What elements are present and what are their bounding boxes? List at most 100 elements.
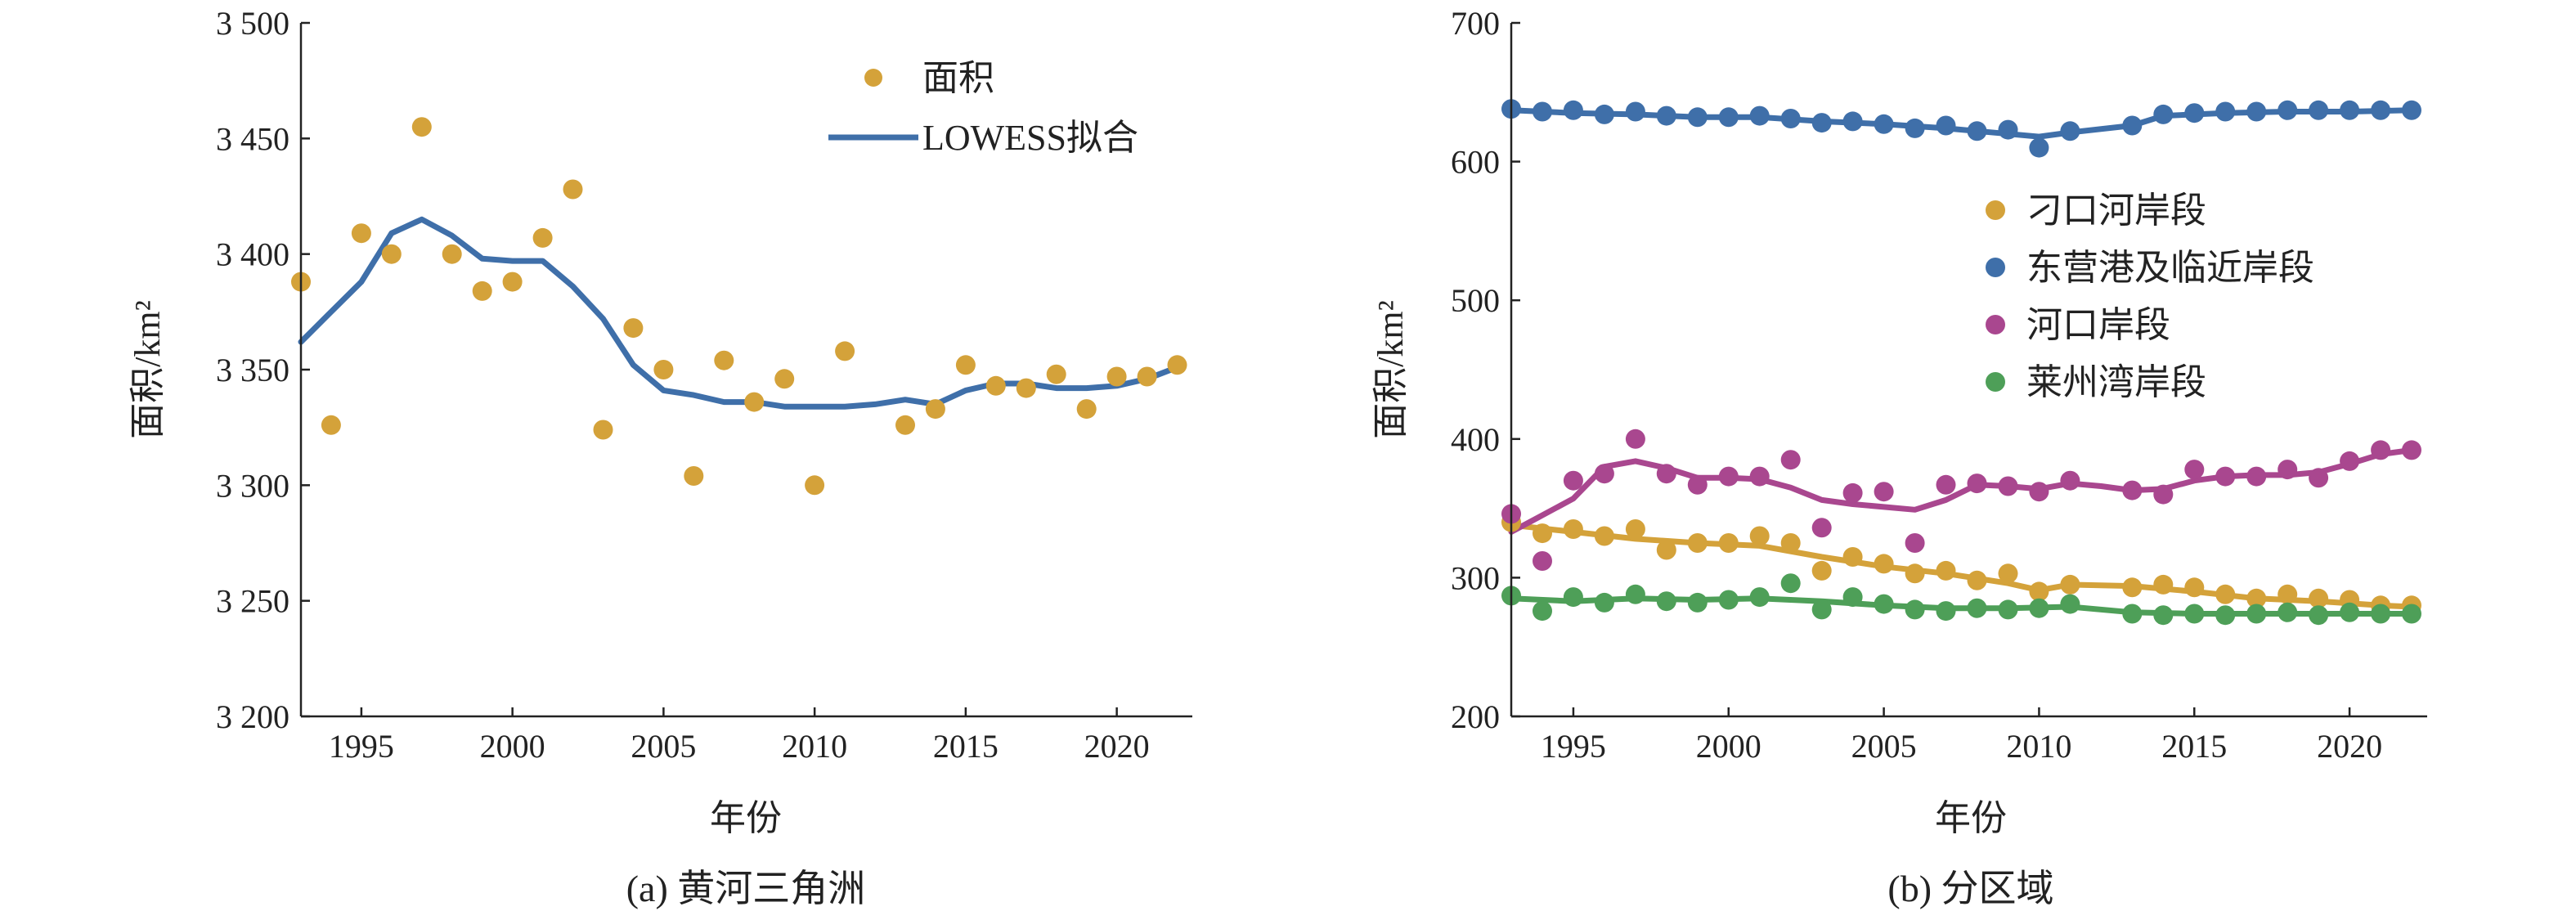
legend-marker-dongying [1986,258,2005,277]
area-point [985,375,1006,396]
region-point-0 [1905,563,1925,584]
region-point-1 [1625,101,1645,122]
legend-marker-diaokou [1986,200,2005,220]
area-point [684,466,704,486]
region-fit-line-2 [1508,447,2415,535]
region-point-0 [1656,540,1676,560]
x-tick-label-b: 2005 [1851,728,1917,765]
region-point-3 [1687,592,1708,613]
region-point-1 [1967,121,1987,141]
area-point [321,415,341,435]
axes-a: 3 200 3 250 3 300 3 350 3 400 3 450 3 500 1995 2… [216,5,1192,765]
region-point-2 [1563,470,1583,491]
region-point-2 [1905,533,1925,553]
region-point-1 [1656,105,1676,126]
y-tick-label-a: 3 500 [216,5,289,42]
area-point [1046,364,1066,384]
region-point-1 [2029,137,2049,158]
region-point-2 [1656,464,1676,484]
region-point-3 [1749,587,1770,608]
region-point-1 [2340,100,2360,120]
area-point [835,341,855,361]
lowess-line [298,216,1180,410]
region-point-2 [1967,473,1987,494]
region-point-0 [1967,570,1987,590]
region-point-3 [1998,599,2018,620]
region-point-0 [2278,584,2298,604]
legend-label-hekou: 河口岸段 [2026,305,2170,345]
region-point-0 [1749,526,1770,546]
region-point-1 [1811,113,1832,133]
area-point [955,355,976,375]
region-point-1 [1842,111,1863,132]
area-point [593,420,613,440]
region-point-0 [2215,584,2236,604]
region-point-1 [1905,118,1925,138]
chart-panel-b: 200 300 400 500 600 700 1995 2000 2005 2010 2015 20… [1371,5,2427,909]
x-tick-label-b: 1995 [1541,728,1606,765]
y-tick-label-a: 3 300 [216,467,289,504]
region-point-1 [2153,104,2174,124]
area-point [925,399,945,420]
area-point [502,272,523,292]
region-point-1 [1936,115,1956,136]
region-point-0 [1874,554,1894,574]
region-point-2 [2402,440,2421,460]
region-point-3 [1874,594,1894,614]
caption-b: (b) 分区域 [1887,868,2053,909]
region-points-layer [1501,99,2421,626]
area-point [1016,378,1036,398]
region-point-1 [2246,101,2267,122]
region-point-3 [1563,587,1583,608]
area-point [351,223,371,244]
region-point-2 [1936,474,1956,495]
region-point-3 [2060,594,2080,614]
y-tick-label-a: 3 250 [216,583,289,620]
region-point-1 [2278,100,2298,120]
region-point-1 [2060,121,2080,141]
x-tick-label-a: 1995 [329,728,394,765]
y-tick-label-b: 600 [1451,144,1500,181]
region-point-0 [1718,533,1739,553]
region-point-0 [1780,533,1801,553]
y-tick-label-a: 3 200 [216,698,289,735]
region-point-2 [2029,482,2049,502]
y-tick-label-a: 3 350 [216,352,289,388]
region-point-3 [1905,599,1925,620]
y-tick-label-b: 200 [1451,698,1500,735]
x-axis-title-a: 年份 [710,798,782,838]
region-point-2 [1594,464,1614,484]
y-tick-label-b: 300 [1451,559,1500,596]
x-tick-label-a: 2015 [933,728,999,765]
region-point-1 [2402,100,2421,120]
region-point-3 [1625,584,1645,604]
region-point-3 [2029,598,2049,618]
region-point-3 [1594,592,1614,613]
region-point-0 [1594,526,1614,546]
area-point [1167,355,1187,375]
area-point [623,318,644,339]
legend-a: 面积 LOWESS拟合 [828,58,1138,158]
region-point-2 [1749,466,1770,487]
lowess-fit-layer [298,216,1180,410]
region-point-2 [1811,518,1832,538]
x-tick-label-a: 2005 [631,728,696,765]
area-point [1076,399,1097,420]
y-axis-title-a: 面积/km² [128,300,168,439]
region-point-0 [1811,560,1832,581]
region-point-1 [1718,107,1739,128]
legend-marker-laizhou [1986,372,2005,392]
region-point-3 [1718,590,1739,610]
region-point-0 [2184,577,2205,598]
legend-label-lowess: LOWESS拟合 [922,118,1138,158]
region-point-3 [2153,605,2174,626]
region-point-2 [2184,460,2205,480]
region-point-2 [1998,476,2018,496]
region-point-3 [1780,573,1801,594]
region-point-3 [1656,591,1676,612]
region-point-2 [1718,466,1739,487]
x-axis-title-b: 年份 [1935,798,2007,838]
region-point-2 [1874,482,1894,502]
area-point [744,392,765,412]
